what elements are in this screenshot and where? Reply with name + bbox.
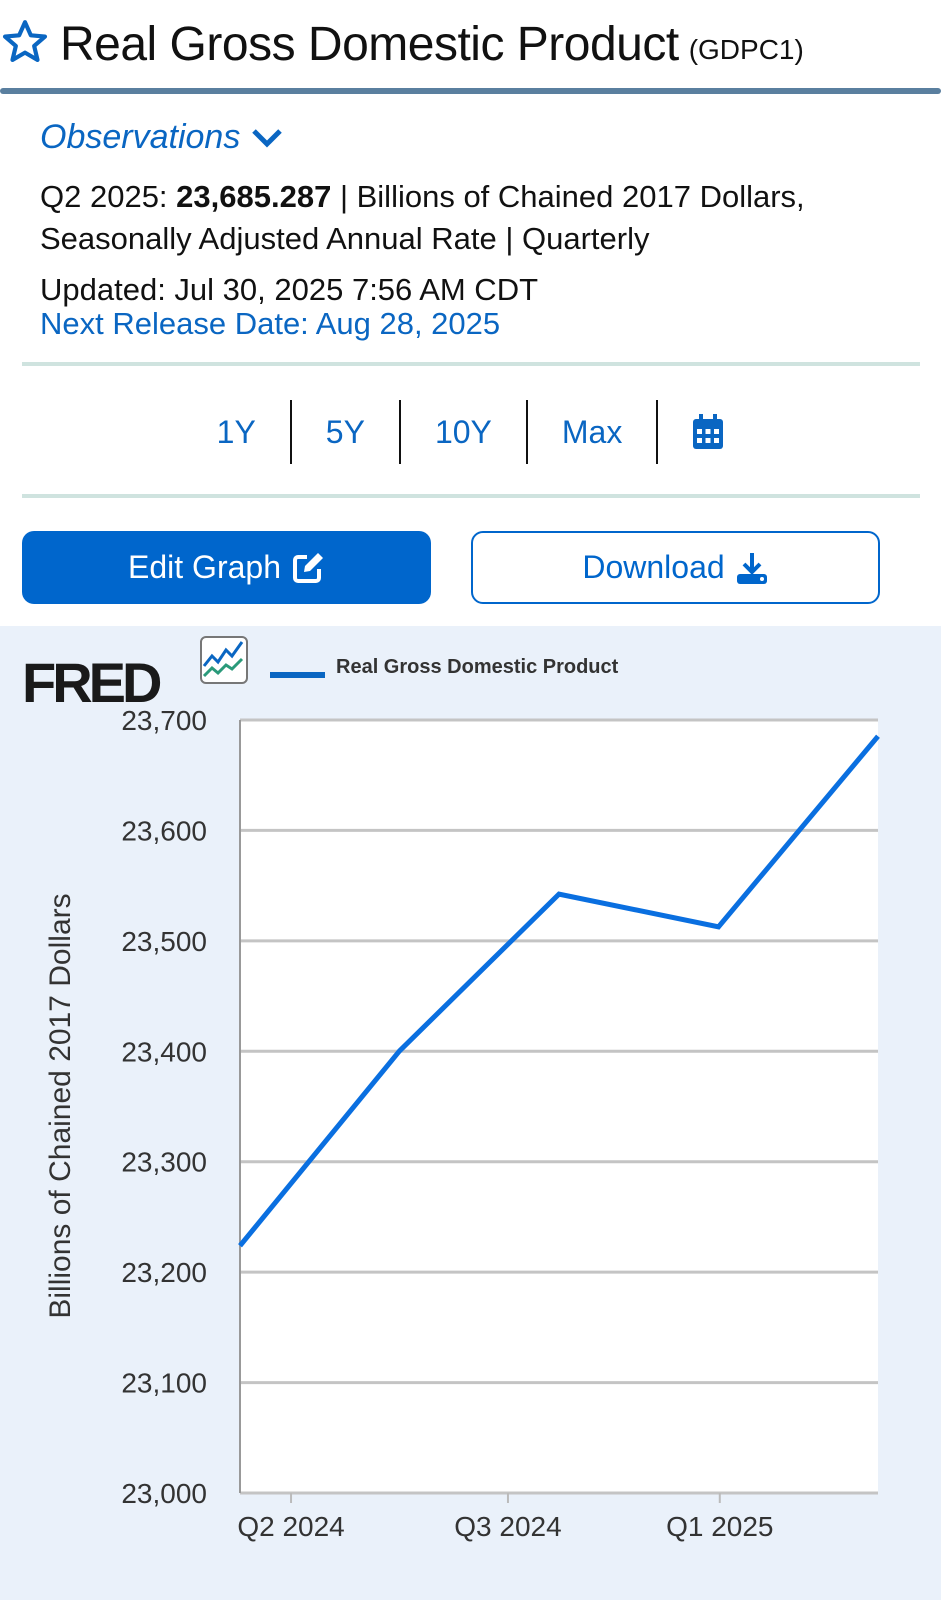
y-tick-label: 23,100 xyxy=(121,1368,207,1399)
observations-toggle[interactable]: Observations xyxy=(40,118,284,157)
date-range-selector: 1Y 5Y 10Y Max xyxy=(0,400,941,464)
y-axis-title: Billions of Chained 2017 Dollars xyxy=(44,893,77,1318)
latest-observation: Q2 2025: 23,685.287 | Billions of Chaine… xyxy=(40,176,920,260)
series-id: (GDPC1) xyxy=(688,34,804,65)
star-outline-icon[interactable] xyxy=(0,17,50,72)
legend-swatch xyxy=(270,672,325,678)
range-10y-button[interactable]: 10Y xyxy=(401,400,528,464)
y-tick-label: 23,400 xyxy=(121,1036,207,1067)
observations-label: Observations xyxy=(40,118,241,156)
observation-value: 23,685.287 xyxy=(176,179,332,214)
divider xyxy=(22,494,920,498)
download-label: Download xyxy=(582,549,725,585)
fred-logo[interactable]: FRED xyxy=(22,651,162,714)
next-release-link[interactable]: Next Release Date: Aug 28, 2025 xyxy=(40,306,501,341)
title-divider xyxy=(0,88,941,94)
y-tick-label: 23,700 xyxy=(121,705,207,736)
x-tick-label: Q3 2024 xyxy=(454,1511,561,1542)
fred-chart-icon xyxy=(200,636,248,689)
observation-units: | Billions of Chained 2017 Dollars, Seas… xyxy=(40,179,805,256)
edit-icon xyxy=(292,552,323,583)
y-tick-label: 23,000 xyxy=(121,1478,207,1509)
divider xyxy=(22,362,920,366)
y-tick-label: 23,600 xyxy=(121,815,207,846)
x-tick-label: Q1 2025 xyxy=(666,1511,773,1542)
plot-area xyxy=(240,720,878,1493)
range-1y-button[interactable]: 1Y xyxy=(183,400,292,464)
y-tick-label: 23,200 xyxy=(121,1257,207,1288)
legend-label: Real Gross Domestic Product xyxy=(336,656,619,678)
range-max-button[interactable]: Max xyxy=(528,400,659,464)
title-row: Real Gross Domestic Product (GDPC1) xyxy=(0,8,804,80)
download-button[interactable]: Download xyxy=(471,531,880,604)
observation-period: Q2 2025: xyxy=(40,179,168,214)
y-tick-label: 23,500 xyxy=(121,926,207,957)
calendar-icon[interactable] xyxy=(658,400,758,464)
download-icon xyxy=(736,552,767,584)
x-tick-label: Q2 2024 xyxy=(237,1511,344,1542)
y-tick-label: 23,300 xyxy=(121,1147,207,1178)
updated-timestamp: Updated: Jul 30, 2025 7:56 AM CDT xyxy=(40,272,539,307)
series-line-real-gdp xyxy=(238,734,880,1248)
edit-graph-button[interactable]: Edit Graph xyxy=(22,531,431,604)
edit-graph-label: Edit Graph xyxy=(128,549,281,585)
range-5y-button[interactable]: 5Y xyxy=(292,400,401,464)
page-title: Real Gross Domestic Product xyxy=(60,17,679,71)
chevron-down-icon xyxy=(252,128,283,148)
